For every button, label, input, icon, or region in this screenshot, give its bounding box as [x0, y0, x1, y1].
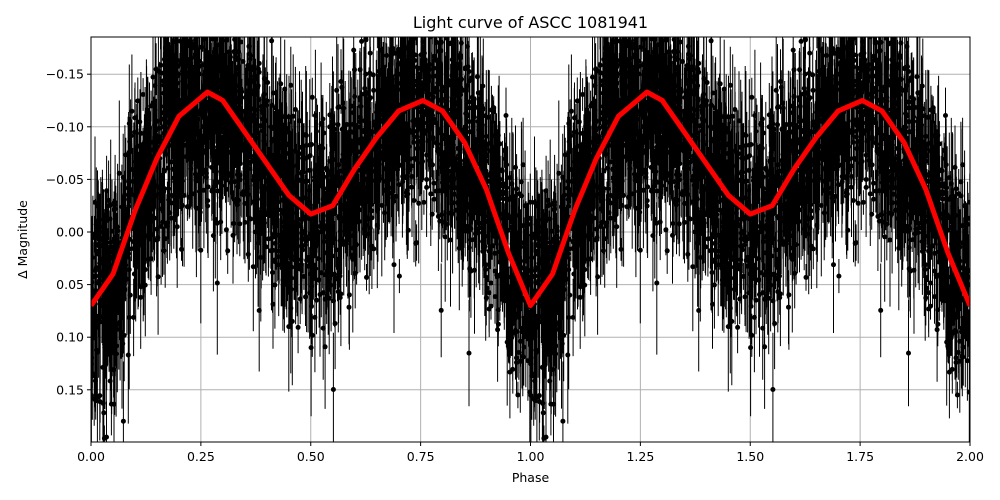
x-tick-label: 0.25	[187, 449, 215, 464]
y-tick-label: −0.10	[46, 119, 84, 134]
y-tick-label: −0.05	[46, 172, 84, 187]
x-tick-label: 0.50	[297, 449, 325, 464]
chart-title: Light curve of ASCC 1081941	[412, 13, 649, 32]
x-tick-label: 0.75	[407, 449, 435, 464]
y-axis-label: Δ Magnitude	[15, 200, 30, 279]
y-tick-label: −0.15	[46, 67, 84, 82]
x-tick-label: 1.00	[517, 449, 545, 464]
x-tick-label: 1.75	[846, 449, 874, 464]
x-tick-label: 0.00	[77, 449, 105, 464]
y-tick-label: 0.05	[56, 277, 84, 292]
x-tick-label: 1.50	[736, 449, 764, 464]
model-curve	[91, 89, 970, 309]
x-tick-label: 1.25	[626, 449, 654, 464]
y-axis: −0.15 −0.10 −0.05 0.00 0.05 0.10 0.15 Δ Magnitu…	[15, 67, 91, 397]
x-tick-label: 2.00	[956, 449, 984, 464]
x-axis-label: Phase	[512, 470, 550, 485]
y-tick-label: 0.15	[56, 382, 84, 397]
y-tick-label: 0.00	[56, 225, 84, 240]
observation-points	[91, 37, 970, 442]
x-axis: 0.00 0.25 0.50 0.75 1.00 1.25 1.50 1.75 2.00 Phas…	[77, 442, 984, 485]
y-tick-label: 0.10	[56, 330, 84, 345]
